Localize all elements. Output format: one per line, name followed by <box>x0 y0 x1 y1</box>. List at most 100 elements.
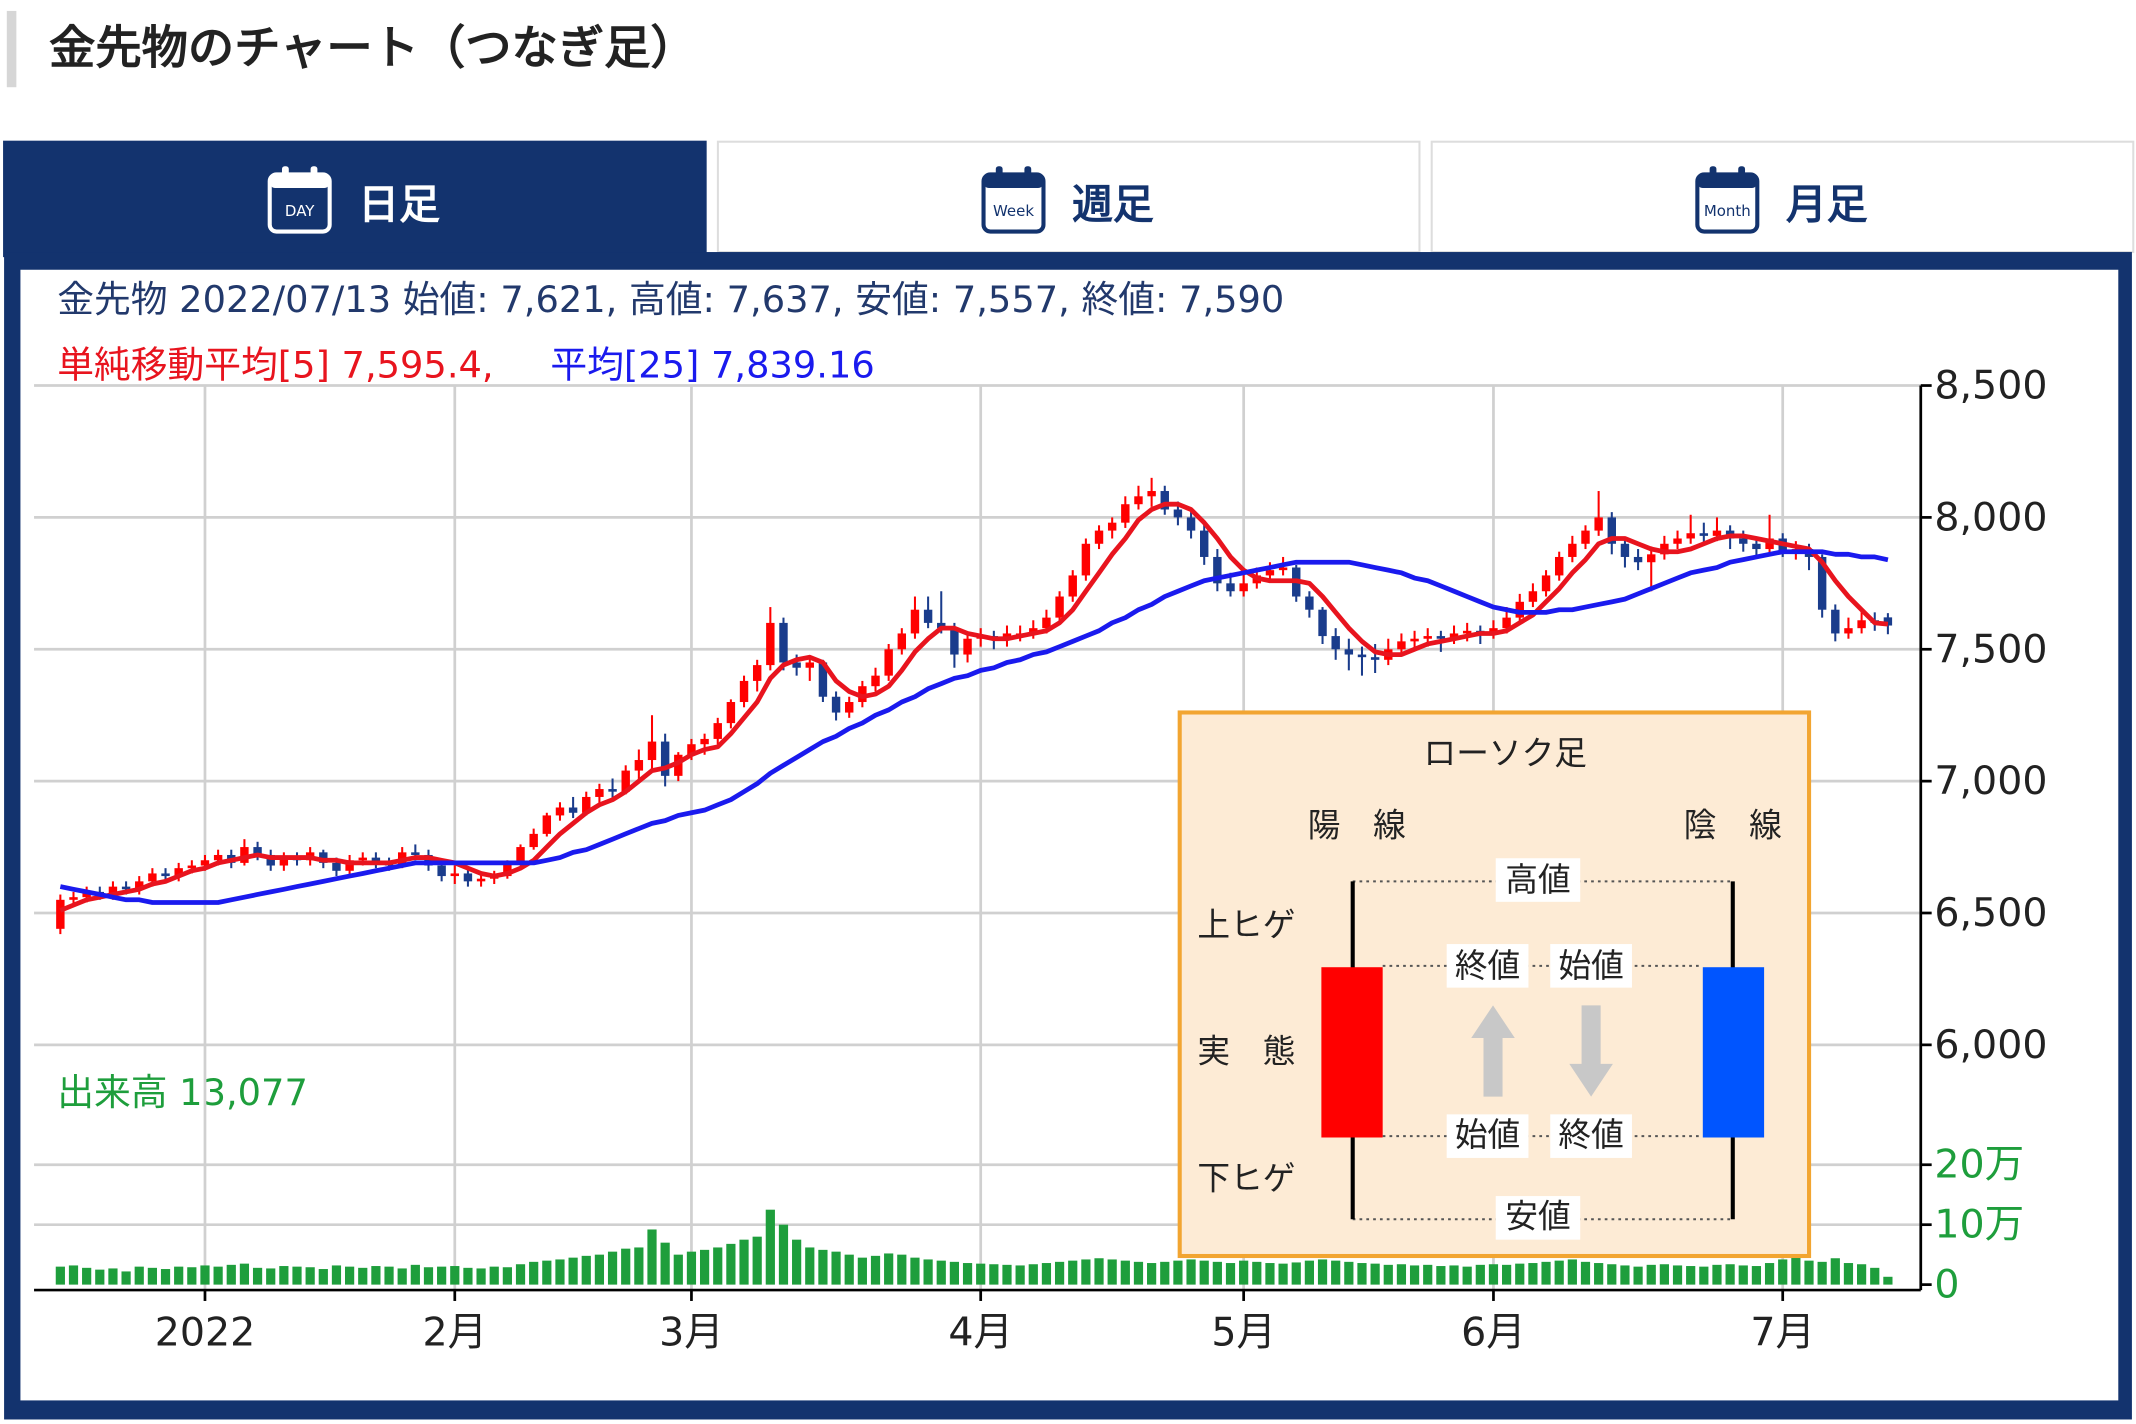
candle-body <box>319 852 328 863</box>
volume-bar <box>884 1253 894 1285</box>
volume-bar <box>1186 1259 1196 1285</box>
candle-body <box>1883 617 1893 626</box>
candle-body <box>161 873 170 877</box>
volume-bar <box>1449 1265 1459 1285</box>
volume-bar <box>1396 1264 1407 1285</box>
calendar-ring[interactable] <box>1709 166 1717 183</box>
tab-label[interactable]: 月足 <box>1786 180 1868 228</box>
label-box <box>1550 944 1632 988</box>
candle-body <box>923 609 933 623</box>
volume-bar <box>1712 1264 1722 1285</box>
volume-bar <box>134 1266 144 1285</box>
candle-body <box>121 886 131 890</box>
volume-bar <box>1436 1266 1446 1285</box>
tab-label[interactable]: 週足 <box>1072 180 1154 228</box>
tab[interactable]: Week 週足 <box>716 140 1421 254</box>
legend-text: 陽 線 <box>1308 807 1406 845</box>
volume-bar <box>68 1265 79 1285</box>
candle-body <box>1160 491 1169 510</box>
page-title: 金先物のチャート（つなぎ足） <box>49 21 697 75</box>
candle-body <box>437 865 446 877</box>
candle-body <box>240 847 249 863</box>
candle-body <box>910 609 920 634</box>
volume-bar <box>239 1263 250 1285</box>
volume-bar <box>1843 1263 1854 1285</box>
volume-bar <box>962 1263 973 1285</box>
volume-bar <box>1488 1264 1499 1285</box>
volume-bar <box>1699 1266 1709 1285</box>
candle-body <box>858 686 867 703</box>
tab-icon-text[interactable]: DAY <box>285 202 315 220</box>
candle-body <box>345 860 354 871</box>
calendar-top[interactable] <box>983 174 1044 189</box>
candle-body <box>358 857 367 861</box>
y-tick-label: 6,000 <box>1934 1022 2047 1068</box>
volume-bar <box>1672 1265 1683 1285</box>
volume-bar <box>1502 1264 1512 1285</box>
tab-icon-text[interactable]: Week <box>993 202 1034 220</box>
candle-body <box>411 852 420 855</box>
volume-bar <box>358 1267 368 1285</box>
candle-body <box>174 868 183 877</box>
volume-bar <box>95 1269 105 1285</box>
calendar-top[interactable] <box>269 174 330 189</box>
volume-bar <box>647 1229 657 1285</box>
tab-bg[interactable] <box>3 140 707 258</box>
legend-text: 上ヒゲ <box>1197 906 1295 944</box>
volume-bar <box>1041 1263 1052 1285</box>
candle-body <box>752 665 762 681</box>
volume-bar <box>792 1239 802 1285</box>
calendar-ring[interactable] <box>1024 166 1032 183</box>
volume-bar <box>1317 1259 1328 1285</box>
volume-bar <box>857 1257 867 1285</box>
y-tick-label: 7,500 <box>1934 626 2047 672</box>
candle-body <box>660 741 670 776</box>
y2-tick-label: 0 <box>1934 1262 1959 1308</box>
candle-body <box>1331 636 1340 650</box>
x-tick-label: 6月 <box>1461 1309 1526 1355</box>
tab[interactable]: Month 月足 <box>1430 140 2135 254</box>
volume-bar <box>450 1266 460 1285</box>
candle-body <box>713 723 722 739</box>
tab-bg[interactable] <box>1430 140 2135 254</box>
volume-bar <box>489 1266 499 1285</box>
tab-label[interactable]: 日足 <box>358 180 440 228</box>
volume-bar <box>1541 1261 1551 1285</box>
volume-bar <box>1738 1265 1748 1285</box>
candle-body <box>621 770 630 792</box>
candle-body <box>253 847 262 855</box>
candle-body <box>1265 570 1275 576</box>
tab-icon-text[interactable]: Month <box>1704 202 1751 220</box>
candle-body <box>503 862 512 877</box>
volume-bar <box>634 1247 644 1285</box>
volume-bar <box>1133 1261 1144 1285</box>
calendar-ring[interactable] <box>281 166 289 183</box>
calendar-top[interactable] <box>1697 174 1758 189</box>
volume-bar <box>410 1264 420 1285</box>
volume-bar <box>345 1266 355 1285</box>
volume-bar <box>1331 1260 1341 1285</box>
y-tick-label: 7,000 <box>1934 758 2047 804</box>
volume-bar <box>331 1265 342 1285</box>
calendar-ring[interactable] <box>310 166 318 183</box>
tab[interactable]: DAY 日足 <box>3 140 707 258</box>
volume-label: 出来高 13,077 <box>57 1071 308 1114</box>
candle-body <box>1357 654 1367 658</box>
volume-bar <box>1830 1258 1840 1285</box>
candle-body <box>148 873 157 882</box>
volume-bar <box>226 1264 236 1285</box>
bear-body <box>1702 967 1765 1138</box>
calendar-ring[interactable] <box>1738 166 1746 183</box>
candle-body <box>1081 543 1091 576</box>
volume-bar <box>568 1257 578 1285</box>
tab-bg[interactable] <box>716 140 1421 254</box>
bull-body <box>1321 967 1383 1138</box>
candle-body <box>1094 530 1104 544</box>
volume-bar <box>699 1249 710 1285</box>
legend-text: 下ヒゲ <box>1197 1159 1295 1197</box>
candle-body <box>555 807 565 816</box>
candle-body <box>1410 638 1419 642</box>
volume-bar <box>1002 1264 1012 1285</box>
calendar-ring[interactable] <box>995 166 1003 183</box>
